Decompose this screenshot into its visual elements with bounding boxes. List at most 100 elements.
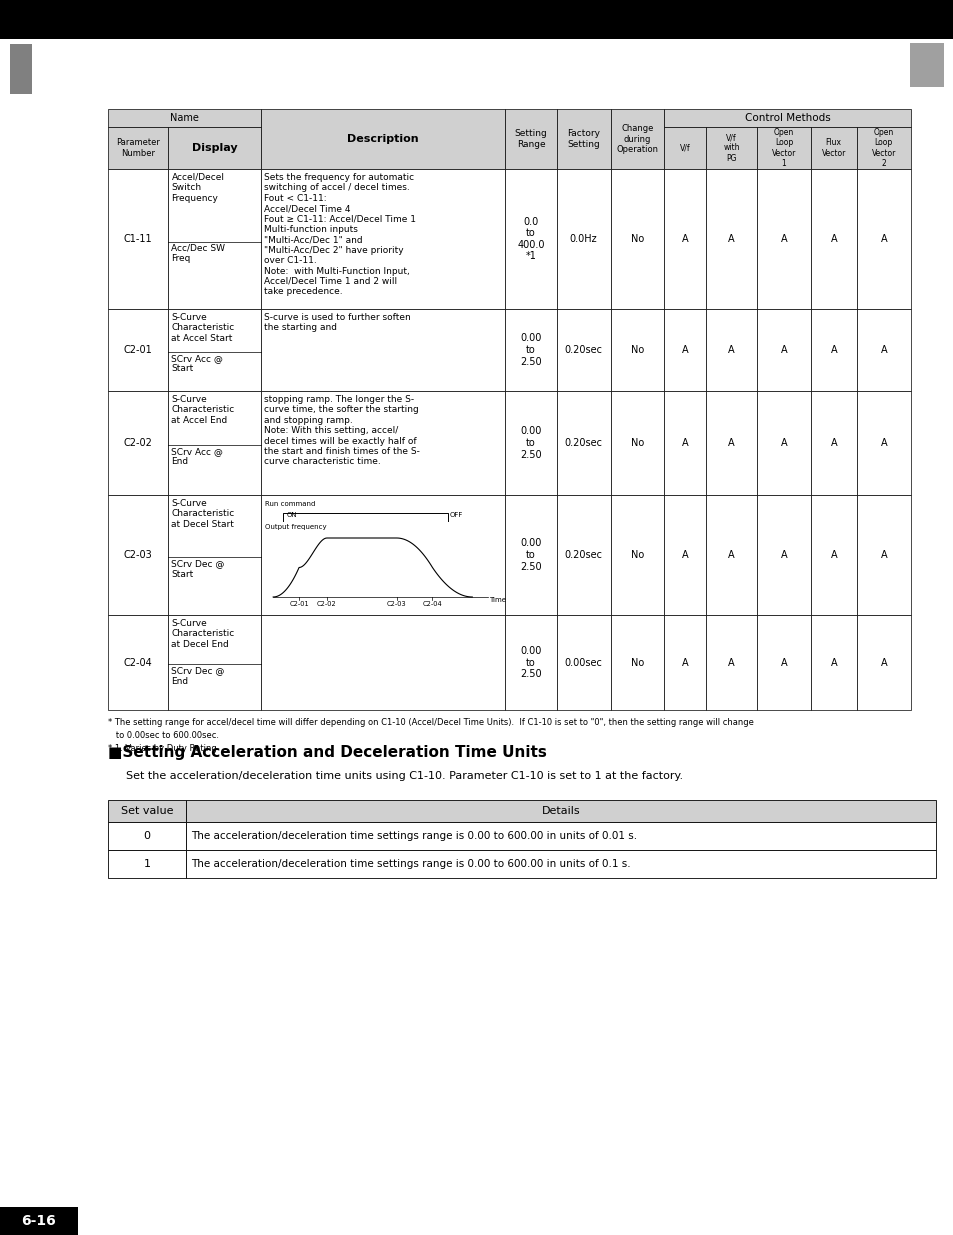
Bar bbox=[705, 391, 757, 495]
Bar bbox=[757, 391, 810, 495]
Text: A: A bbox=[880, 550, 886, 559]
Text: C2-01: C2-01 bbox=[289, 601, 309, 606]
Text: A: A bbox=[727, 233, 734, 245]
Bar bbox=[663, 127, 705, 169]
Bar bbox=[505, 615, 557, 710]
Bar bbox=[810, 169, 856, 309]
Bar bbox=[261, 169, 505, 309]
Text: A: A bbox=[829, 657, 836, 667]
Text: V/f
with
PG: V/f with PG bbox=[722, 133, 739, 163]
Text: Accel/Decel
Switch
Frequency: Accel/Decel Switch Frequency bbox=[172, 173, 224, 203]
Bar bbox=[108, 850, 186, 878]
Text: Set value: Set value bbox=[121, 806, 173, 816]
Bar bbox=[610, 615, 663, 710]
Bar bbox=[108, 127, 169, 169]
Bar bbox=[610, 391, 663, 495]
Bar bbox=[557, 391, 610, 495]
Text: A: A bbox=[829, 550, 836, 559]
Text: S-Curve
Characteristic
at Accel End: S-Curve Characteristic at Accel End bbox=[172, 395, 234, 425]
Bar bbox=[261, 309, 505, 391]
Text: 0.20sec: 0.20sec bbox=[564, 550, 602, 559]
Text: 1: 1 bbox=[143, 860, 151, 869]
Bar bbox=[10, 44, 32, 94]
Bar bbox=[557, 309, 610, 391]
Text: A: A bbox=[681, 550, 688, 559]
Text: S-curve is used to further soften
the starting and: S-curve is used to further soften the st… bbox=[264, 312, 411, 332]
Text: Control Methods: Control Methods bbox=[744, 112, 830, 124]
Text: C2-04: C2-04 bbox=[422, 601, 442, 606]
Bar bbox=[169, 391, 261, 495]
Bar bbox=[186, 850, 935, 878]
Bar bbox=[810, 495, 856, 615]
Text: V/f: V/f bbox=[679, 143, 690, 152]
Text: C2-03: C2-03 bbox=[124, 550, 152, 559]
Bar bbox=[186, 800, 935, 823]
Text: A: A bbox=[880, 233, 886, 245]
Bar bbox=[757, 169, 810, 309]
Bar bbox=[757, 495, 810, 615]
Text: A: A bbox=[727, 345, 734, 354]
Text: C2-02: C2-02 bbox=[316, 601, 336, 606]
Text: 0.20sec: 0.20sec bbox=[564, 345, 602, 354]
Text: No: No bbox=[630, 345, 643, 354]
Text: SCrv Dec @
Start: SCrv Dec @ Start bbox=[172, 559, 225, 579]
Bar bbox=[705, 309, 757, 391]
Text: A: A bbox=[880, 657, 886, 667]
Text: stopping ramp. The longer the S-
curve time, the softer the starting
and stoppin: stopping ramp. The longer the S- curve t… bbox=[264, 395, 419, 467]
Text: A: A bbox=[880, 438, 886, 448]
Bar bbox=[557, 109, 610, 169]
Text: C2-02: C2-02 bbox=[124, 438, 152, 448]
Bar bbox=[169, 309, 261, 391]
Bar bbox=[261, 109, 505, 169]
Text: The acceleration/deceleration time settings range is 0.00 to 600.00 in units of : The acceleration/deceleration time setti… bbox=[191, 831, 637, 841]
Text: Display: Display bbox=[192, 143, 237, 153]
Bar bbox=[505, 169, 557, 309]
Text: 0.0Hz: 0.0Hz bbox=[569, 233, 597, 245]
Text: Name: Name bbox=[170, 112, 199, 124]
Text: A: A bbox=[780, 550, 786, 559]
Text: A: A bbox=[880, 345, 886, 354]
Text: 0: 0 bbox=[143, 831, 151, 841]
Bar bbox=[810, 391, 856, 495]
Text: C2-04: C2-04 bbox=[124, 657, 152, 667]
Bar bbox=[705, 127, 757, 169]
Text: SCrv Acc @
Start: SCrv Acc @ Start bbox=[172, 353, 223, 373]
Text: A: A bbox=[829, 345, 836, 354]
Bar bbox=[261, 615, 505, 710]
Bar bbox=[663, 169, 705, 309]
Bar bbox=[810, 309, 856, 391]
Text: ■Setting Acceleration and Deceleration Time Units: ■Setting Acceleration and Deceleration T… bbox=[108, 745, 546, 760]
Bar bbox=[610, 169, 663, 309]
Text: Open
Loop
Vector
1: Open Loop Vector 1 bbox=[771, 128, 796, 168]
Bar bbox=[610, 309, 663, 391]
Text: SCrv Dec @
End: SCrv Dec @ End bbox=[172, 667, 225, 685]
Bar bbox=[663, 391, 705, 495]
Text: A: A bbox=[780, 345, 786, 354]
Bar bbox=[856, 127, 910, 169]
Bar bbox=[757, 615, 810, 710]
Text: 0.00
to
2.50: 0.00 to 2.50 bbox=[519, 426, 541, 459]
Bar bbox=[663, 109, 910, 127]
Text: Acc/Dec SW
Freq: Acc/Dec SW Freq bbox=[172, 243, 225, 263]
Bar bbox=[856, 615, 910, 710]
Text: S-Curve
Characteristic
at Accel Start: S-Curve Characteristic at Accel Start bbox=[172, 312, 234, 343]
Bar bbox=[810, 615, 856, 710]
Bar bbox=[108, 800, 186, 823]
Text: Change
during
Operation: Change during Operation bbox=[616, 124, 658, 154]
Bar bbox=[757, 127, 810, 169]
Text: C1-11: C1-11 bbox=[124, 233, 152, 245]
Text: Details: Details bbox=[541, 806, 579, 816]
Bar bbox=[610, 495, 663, 615]
Text: OFF: OFF bbox=[450, 513, 463, 517]
Text: 0.00
to
2.50: 0.00 to 2.50 bbox=[519, 538, 541, 572]
Bar bbox=[557, 169, 610, 309]
Text: A: A bbox=[727, 657, 734, 667]
Text: A: A bbox=[727, 550, 734, 559]
Text: Sets the frequency for automatic
switching of accel / decel times.
Fout < C1-11:: Sets the frequency for automatic switchi… bbox=[264, 173, 416, 296]
Text: SCrv Acc @
End: SCrv Acc @ End bbox=[172, 447, 223, 467]
Bar bbox=[169, 615, 261, 710]
Bar bbox=[757, 309, 810, 391]
Text: A: A bbox=[727, 438, 734, 448]
Text: The acceleration/deceleration time settings range is 0.00 to 600.00 in units of : The acceleration/deceleration time setti… bbox=[191, 860, 630, 869]
Text: * 1. Varies by Duty Rating: * 1. Varies by Duty Rating bbox=[108, 743, 216, 753]
